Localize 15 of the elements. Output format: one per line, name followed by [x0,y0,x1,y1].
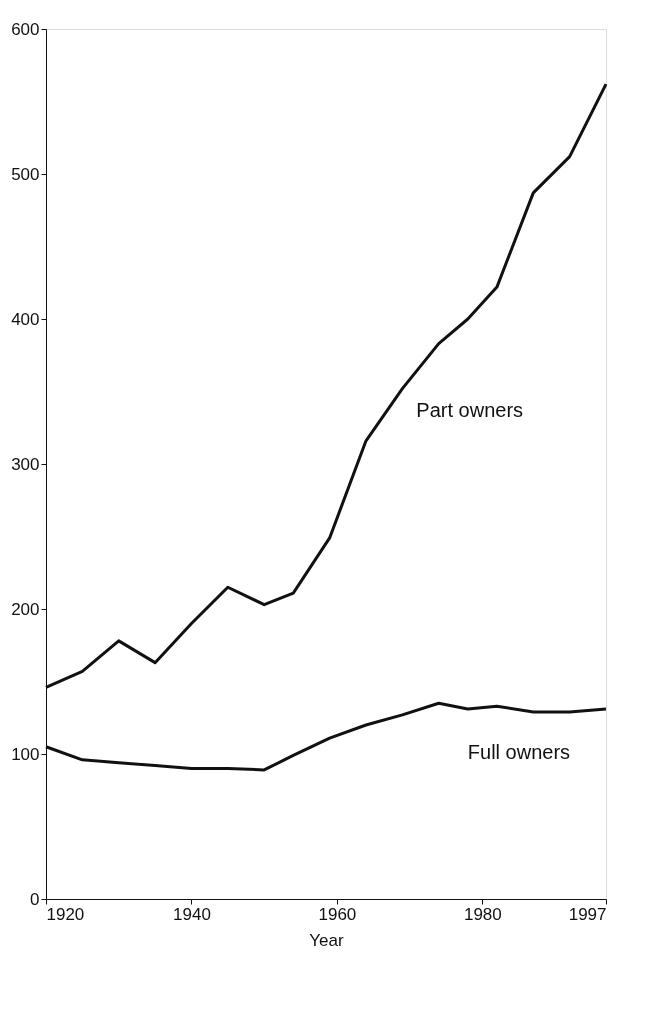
x-tick-label: 1960 [318,904,357,924]
x-tick-label: 1920 [46,904,85,924]
y-tick-label: 600 [11,19,40,39]
series-label: Full owners [467,741,571,764]
y-tick-label: 200 [11,599,40,619]
y-tick-label: 400 [11,309,40,329]
x-tick-label: 1997 [568,904,607,924]
y-tick-label: 500 [11,164,40,184]
x-axis-title: Year [309,930,345,950]
y-tick-label: 300 [11,454,40,474]
y-tick-label: 100 [11,744,40,764]
series-label: Part owners [416,398,524,421]
x-tick-label: 1980 [463,904,502,924]
x-tick-label: 1940 [173,904,211,924]
y-tick-label: 0 [30,889,40,909]
